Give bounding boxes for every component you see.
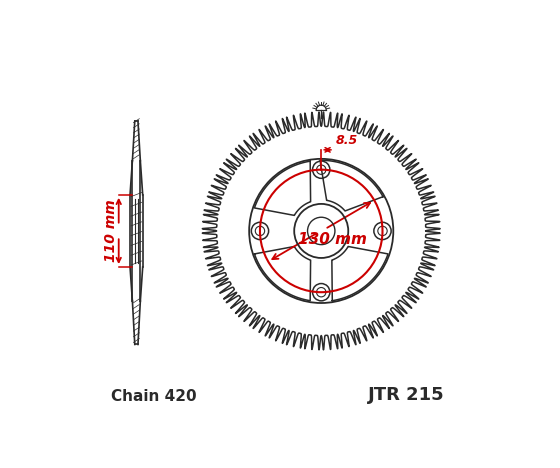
Text: 130 mm: 130 mm (297, 233, 366, 248)
Text: JTR 215: JTR 215 (367, 386, 444, 404)
Text: Chain 420: Chain 420 (111, 389, 197, 404)
Text: 110 mm: 110 mm (104, 199, 118, 262)
Text: 8.5: 8.5 (336, 134, 358, 147)
